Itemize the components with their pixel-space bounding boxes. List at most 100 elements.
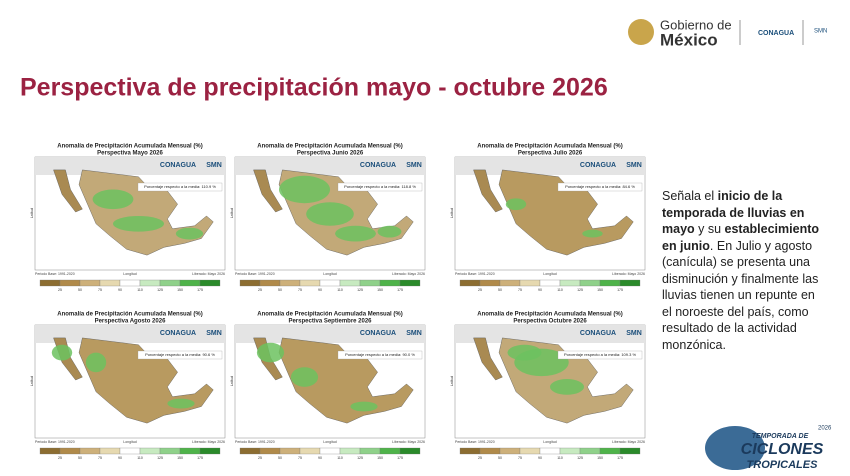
colorbar-cell: [519, 447, 541, 455]
colorbar-tick: 90: [538, 288, 542, 292]
map-wet-area: [306, 202, 354, 226]
conagua-logo: CONAGUA: [758, 30, 794, 37]
map-logo: CONAGUA: [360, 330, 396, 337]
colorbar-tick: 25: [58, 288, 62, 292]
colorbar-cell: [379, 279, 401, 287]
colorbar-cell: [519, 279, 541, 287]
colorbar-cell: [539, 279, 561, 287]
panel-title: Anomalía de Precipitación Acumulada Mens…: [57, 312, 202, 318]
colorbar-cell: [359, 447, 381, 455]
colorbar-tick: 110: [557, 456, 563, 460]
colorbar-tick: 110: [337, 288, 343, 292]
colorbar-cell: [139, 279, 161, 287]
mean-box: [557, 182, 643, 192]
colorbar-tick: 125: [157, 288, 163, 292]
released-label: Liberado: Mayo 2026: [392, 440, 425, 444]
map-wet-area: [350, 401, 378, 412]
colorbar-cell: [499, 447, 521, 455]
colorbar-cell: [499, 279, 521, 287]
map-logo: SMN: [626, 162, 642, 169]
colorbar-cell: [279, 279, 301, 287]
colorbar-cell: [99, 447, 121, 455]
map-logo: SMN: [626, 330, 642, 337]
colorbar-tick: 175: [397, 456, 403, 460]
colorbar-cell: [59, 447, 81, 455]
mean-label: Porcentaje respecto a la media: 90.6 %: [145, 352, 215, 357]
x-label: Longitud: [323, 440, 336, 444]
colorbar-tick: 50: [78, 288, 82, 292]
map-logo: CONAGUA: [160, 330, 196, 337]
colorbar-tick: 50: [278, 456, 282, 460]
colorbar-cell: [379, 447, 401, 455]
map-wet-area: [335, 225, 376, 242]
footer-year: 2026: [818, 426, 832, 432]
colorbar-cell: [299, 279, 321, 287]
map-land: [473, 169, 503, 213]
released-label: Liberado: Mayo 2026: [192, 272, 225, 276]
side-text-segment: inicio de la temporada de lluvias en may…: [662, 189, 805, 236]
colorbar-tick: 90: [118, 288, 122, 292]
colorbar-cell: [259, 447, 281, 455]
colorbar-cell: [459, 279, 481, 287]
mean-label: Porcentaje respecto a la media: 84.6 %: [565, 184, 635, 189]
y-label: Latitud: [230, 208, 234, 219]
colorbar-cell: [479, 447, 501, 455]
map-logo: CONAGUA: [580, 162, 616, 169]
y-label: Latitud: [230, 376, 234, 387]
panel-title: Anomalía de Precipitación Acumulada Mens…: [257, 144, 402, 150]
colorbar-tick: 150: [377, 456, 383, 460]
map-wet-area: [290, 367, 319, 387]
colorbar-cell: [239, 279, 261, 287]
footer-line1: TEMPORADA DE: [752, 433, 809, 440]
mean-label: Porcentaje respecto a la media: 110.9 %: [144, 184, 216, 189]
colorbar-cell: [399, 279, 421, 287]
y-label: Latitud: [450, 376, 454, 387]
x-label: Longitud: [543, 440, 556, 444]
panel-subtitle: Perspectiva Agosto 2026: [95, 319, 166, 325]
gov-line2: México: [660, 30, 718, 49]
panel-title: Anomalía de Precipitación Acumulada Mens…: [257, 312, 402, 318]
mean-label: Porcentaje respecto a la media: 109.3 %: [564, 352, 636, 357]
panel-subtitle: Perspectiva Junio 2026: [297, 151, 364, 157]
colorbar-tick: 90: [318, 288, 322, 292]
colorbar-tick: 125: [577, 288, 583, 292]
x-label: Longitud: [323, 272, 336, 276]
base-label: Periodo Base: 1991-2020: [235, 440, 275, 444]
mean-box: [557, 350, 643, 360]
colorbar-cell: [579, 447, 601, 455]
slide-title: Perspectiva de precipitación mayo - octu…: [20, 74, 608, 102]
colorbar-tick: 175: [617, 288, 623, 292]
y-label: Latitud: [30, 208, 34, 219]
colorbar-cell: [359, 279, 381, 287]
emblem: [628, 19, 654, 45]
map-wet-area: [550, 379, 584, 395]
colorbar-cell: [579, 279, 601, 287]
map-wet-area: [167, 398, 195, 409]
colorbar-tick: 150: [177, 288, 183, 292]
colorbar-cell: [559, 447, 581, 455]
side-text-segment: Señala el: [662, 189, 718, 203]
colorbar-tick: 110: [557, 288, 563, 292]
colorbar-cell: [479, 279, 501, 287]
colorbar-cell: [239, 447, 261, 455]
colorbar-cell: [619, 447, 641, 455]
mean-label: Porcentaje respecto a la media: 90.0 %: [345, 352, 415, 357]
colorbar-tick: 25: [258, 456, 262, 460]
mean-label: Porcentaje respecto a la media: 118.8 %: [344, 184, 416, 189]
side-text-segment: establecimiento en junio: [662, 222, 820, 253]
map-logo: CONAGUA: [580, 330, 616, 337]
colorbar-cell: [599, 447, 621, 455]
colorbar-tick: 75: [98, 456, 102, 460]
mean-box: [137, 182, 223, 192]
colorbar-cell: [179, 447, 201, 455]
colorbar-tick: 175: [617, 456, 623, 460]
map-wet-area: [507, 344, 542, 361]
mean-box: [337, 350, 423, 360]
colorbar-cell: [79, 447, 101, 455]
colorbar-cell: [339, 279, 361, 287]
colorbar-tick: 150: [597, 456, 603, 460]
panel-subtitle: Perspectiva Septiembre 2026: [288, 319, 372, 325]
colorbar-tick: 110: [137, 288, 143, 292]
panel-title: Anomalía de Precipitación Acumulada Mens…: [477, 144, 622, 150]
colorbar-tick: 150: [377, 288, 383, 292]
